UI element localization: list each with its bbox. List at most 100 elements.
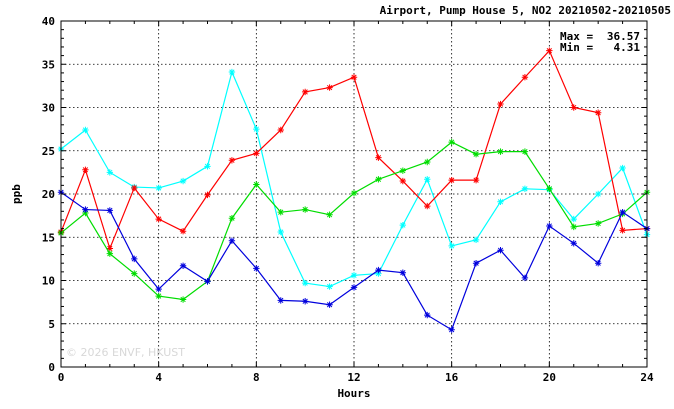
data-point: [570, 223, 577, 231]
data-point: [179, 262, 187, 269]
data-point: [594, 260, 602, 267]
data-point: [619, 208, 626, 216]
data-point: [253, 181, 260, 188]
data-point: [82, 206, 89, 213]
data-point: [301, 206, 309, 213]
data-point: [277, 126, 284, 134]
data-point: [619, 164, 626, 172]
data-point: [301, 88, 309, 96]
min-annotation: Min = 4.31: [560, 41, 640, 54]
data-point: [82, 209, 89, 217]
y-tick-label: 5: [48, 318, 55, 331]
data-point: [253, 265, 260, 272]
series-2: [57, 47, 651, 252]
data-point: [424, 311, 431, 319]
data-point: [497, 247, 504, 254]
y-tick-label: 40: [42, 15, 55, 28]
data-point: [521, 74, 529, 81]
data-point: [106, 245, 114, 252]
data-point: [619, 227, 626, 234]
data-point: [179, 177, 187, 185]
data-point: [521, 148, 529, 155]
x-axis-label: Hours: [337, 387, 370, 400]
data-point: [204, 163, 211, 170]
x-tick-label: 24: [640, 371, 654, 384]
x-tick-label: 12: [347, 371, 360, 384]
data-point: [155, 215, 162, 223]
data-point: [131, 270, 138, 277]
y-axis-label: ppb: [10, 184, 23, 204]
data-point: [546, 222, 553, 230]
min-value: 4.31: [614, 41, 641, 54]
data-point: [301, 298, 309, 305]
data-point: [155, 184, 162, 192]
data-point: [399, 269, 407, 276]
data-point: [82, 166, 89, 173]
y-tick-label: 15: [42, 231, 55, 244]
x-tick-label: 4: [155, 371, 162, 384]
y-tick-label: 25: [42, 145, 55, 158]
y-tick-label: 0: [48, 361, 55, 374]
data-point: [472, 151, 480, 158]
data-point: [448, 138, 455, 146]
series-4: [57, 189, 651, 333]
y-tick-label: 35: [42, 58, 55, 71]
data-point: [424, 158, 431, 166]
data-point: [326, 211, 333, 218]
data-point: [375, 176, 382, 183]
data-point: [570, 215, 577, 223]
data-point: [253, 150, 260, 157]
data-point: [497, 100, 504, 108]
data-point: [448, 242, 455, 250]
data-point: [350, 272, 358, 279]
data-point: [131, 255, 138, 263]
x-tick-label: 16: [445, 371, 459, 384]
data-point: [228, 215, 236, 222]
data-point: [399, 221, 407, 229]
data-point: [106, 250, 114, 257]
axis-ticks: 0 4 8 12 16 20 24 0 5 10 15 20 25 30 35 40: [42, 15, 654, 384]
data-point: [253, 125, 260, 133]
data-point: [155, 292, 162, 300]
data-point: [82, 126, 89, 134]
data-point: [424, 202, 431, 210]
data-point: [399, 177, 407, 185]
data-point: [375, 270, 382, 277]
data-point: [472, 236, 480, 244]
data-point: [350, 74, 358, 81]
data-point: [497, 198, 504, 205]
max-label: Max =: [560, 30, 593, 43]
data-point: [594, 190, 602, 198]
data-point: [350, 189, 358, 197]
data-point: [106, 207, 114, 214]
data-point: [277, 297, 284, 304]
data-point: [424, 176, 431, 183]
x-tick-label: 20: [543, 371, 556, 384]
data-point: [301, 279, 309, 287]
data-point: [375, 266, 382, 274]
data-point: [106, 169, 114, 176]
data-point: [546, 47, 553, 54]
max-annotation: Max = 36.57: [560, 30, 640, 43]
x-tick-label: 0: [58, 371, 65, 384]
watermark: © 2026 ENVF, HKUST: [66, 346, 185, 359]
data-point: [497, 148, 504, 155]
data-point: [546, 185, 553, 193]
data-point: [472, 176, 480, 184]
data-point: [521, 274, 529, 282]
data-point: [228, 237, 236, 244]
data-point: [326, 301, 333, 308]
data-point: [399, 167, 407, 174]
data-point: [204, 278, 211, 285]
data-point: [570, 240, 577, 247]
chart-title: Airport, Pump House 5, NO2 20210502-2021…: [380, 4, 671, 17]
data-point: [277, 228, 284, 236]
data-point: [375, 154, 382, 161]
max-value: 36.57: [607, 30, 640, 43]
data-point: [448, 176, 455, 184]
data-point: [131, 184, 138, 192]
series-layer: [57, 47, 651, 333]
min-label: Min =: [560, 41, 593, 54]
data-point: [179, 227, 187, 235]
